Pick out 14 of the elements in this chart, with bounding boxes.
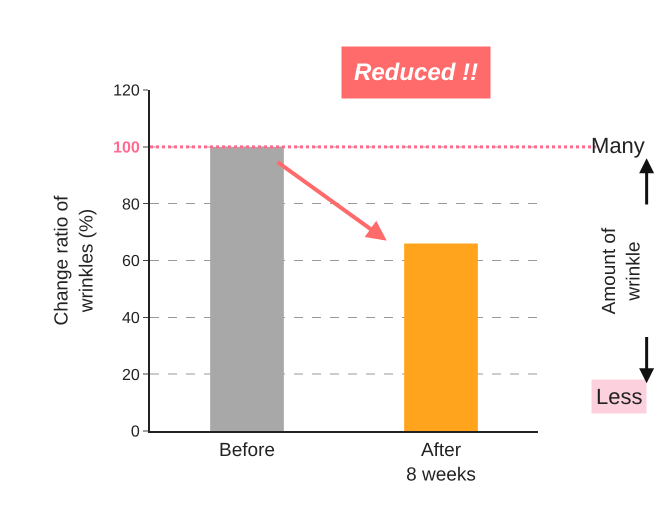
text: Reduced !!: [354, 59, 478, 86]
y-axis-title: Change ratio of wrinkles (%): [52, 194, 98, 326]
text: Amount of wrinkle: [598, 227, 645, 314]
x-tick-label: After 8 weeks: [406, 440, 476, 486]
y-tick-label: 40: [122, 310, 140, 327]
y-tick-label: 100: [113, 139, 140, 156]
y-tick-label: 60: [122, 253, 140, 270]
text: Less: [596, 384, 642, 409]
x-tick-label: Before: [219, 440, 275, 461]
y-tick-label: 120: [113, 82, 140, 100]
text: Many: [591, 133, 645, 158]
y-tick-label: 0: [130, 424, 140, 441]
y-tick-label: 20: [122, 366, 140, 384]
y-tick-label: 80: [122, 196, 140, 214]
